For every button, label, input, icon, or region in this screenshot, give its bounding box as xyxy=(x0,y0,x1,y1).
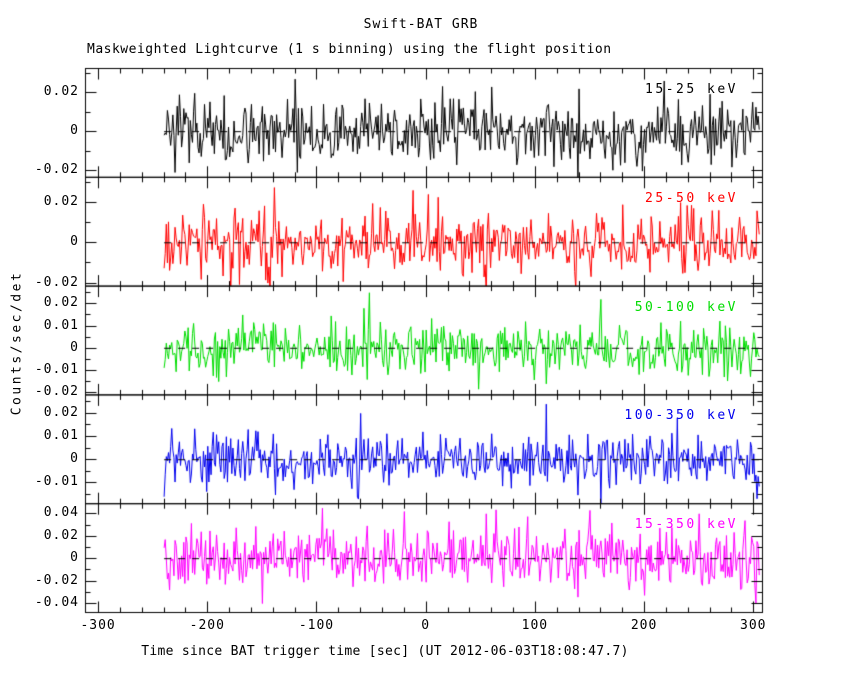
x-tick-label: -100 xyxy=(298,618,335,633)
energy-band-label: 100-350 keV xyxy=(624,408,738,424)
energy-band-label: 15-25 keV xyxy=(645,82,738,97)
y-tick-label: 0.02 xyxy=(43,295,79,311)
energy-band-label: 50-100 keV xyxy=(634,299,738,315)
x-tick-label: 100 xyxy=(521,618,549,633)
y-tick-label: -0.02 xyxy=(34,384,79,400)
y-tick-label: -0.02 xyxy=(34,274,79,290)
y-tick-label: 0 xyxy=(70,550,79,566)
x-tick-label: 0 xyxy=(421,618,431,633)
y-tick-label: 0.04 xyxy=(43,505,79,521)
y-tick-label: -0.04 xyxy=(34,595,79,611)
y-tick-label: -0.02 xyxy=(34,162,79,177)
figure-title: Swift-BAT GRB xyxy=(363,17,479,32)
figure-subtitle: Maskweighted Lightcurve (1 s binning) us… xyxy=(87,42,612,57)
x-axis-label: Time since BAT trigger time [sec] (UT 20… xyxy=(141,644,629,659)
x-tick-label: -300 xyxy=(80,618,116,633)
x-tick-label: -200 xyxy=(189,618,225,633)
energy-band-label: 15-350 keV xyxy=(634,517,738,533)
y-tick-label: -0.01 xyxy=(34,474,79,490)
y-tick-label: 0.01 xyxy=(43,428,79,444)
y-tick-label: 0.02 xyxy=(43,404,79,420)
x-tick-label: 200 xyxy=(630,618,658,633)
energy-band-label: 25-50 keV xyxy=(645,190,738,206)
y-tick-label: 0.02 xyxy=(43,527,79,543)
y-tick-label: 0 xyxy=(70,451,79,467)
y-tick-label: 0 xyxy=(70,339,79,355)
y-tick-label: 0 xyxy=(70,123,79,139)
y-tick-label: 0 xyxy=(70,234,79,250)
y-tick-label: 0.01 xyxy=(43,317,79,333)
y-tick-label: 0.02 xyxy=(43,193,79,209)
y-tick-label: -0.02 xyxy=(34,572,79,588)
x-tick-label: 300 xyxy=(740,618,767,633)
y-tick-label: 0.02 xyxy=(43,84,79,100)
y-tick-label: -0.01 xyxy=(34,361,79,377)
